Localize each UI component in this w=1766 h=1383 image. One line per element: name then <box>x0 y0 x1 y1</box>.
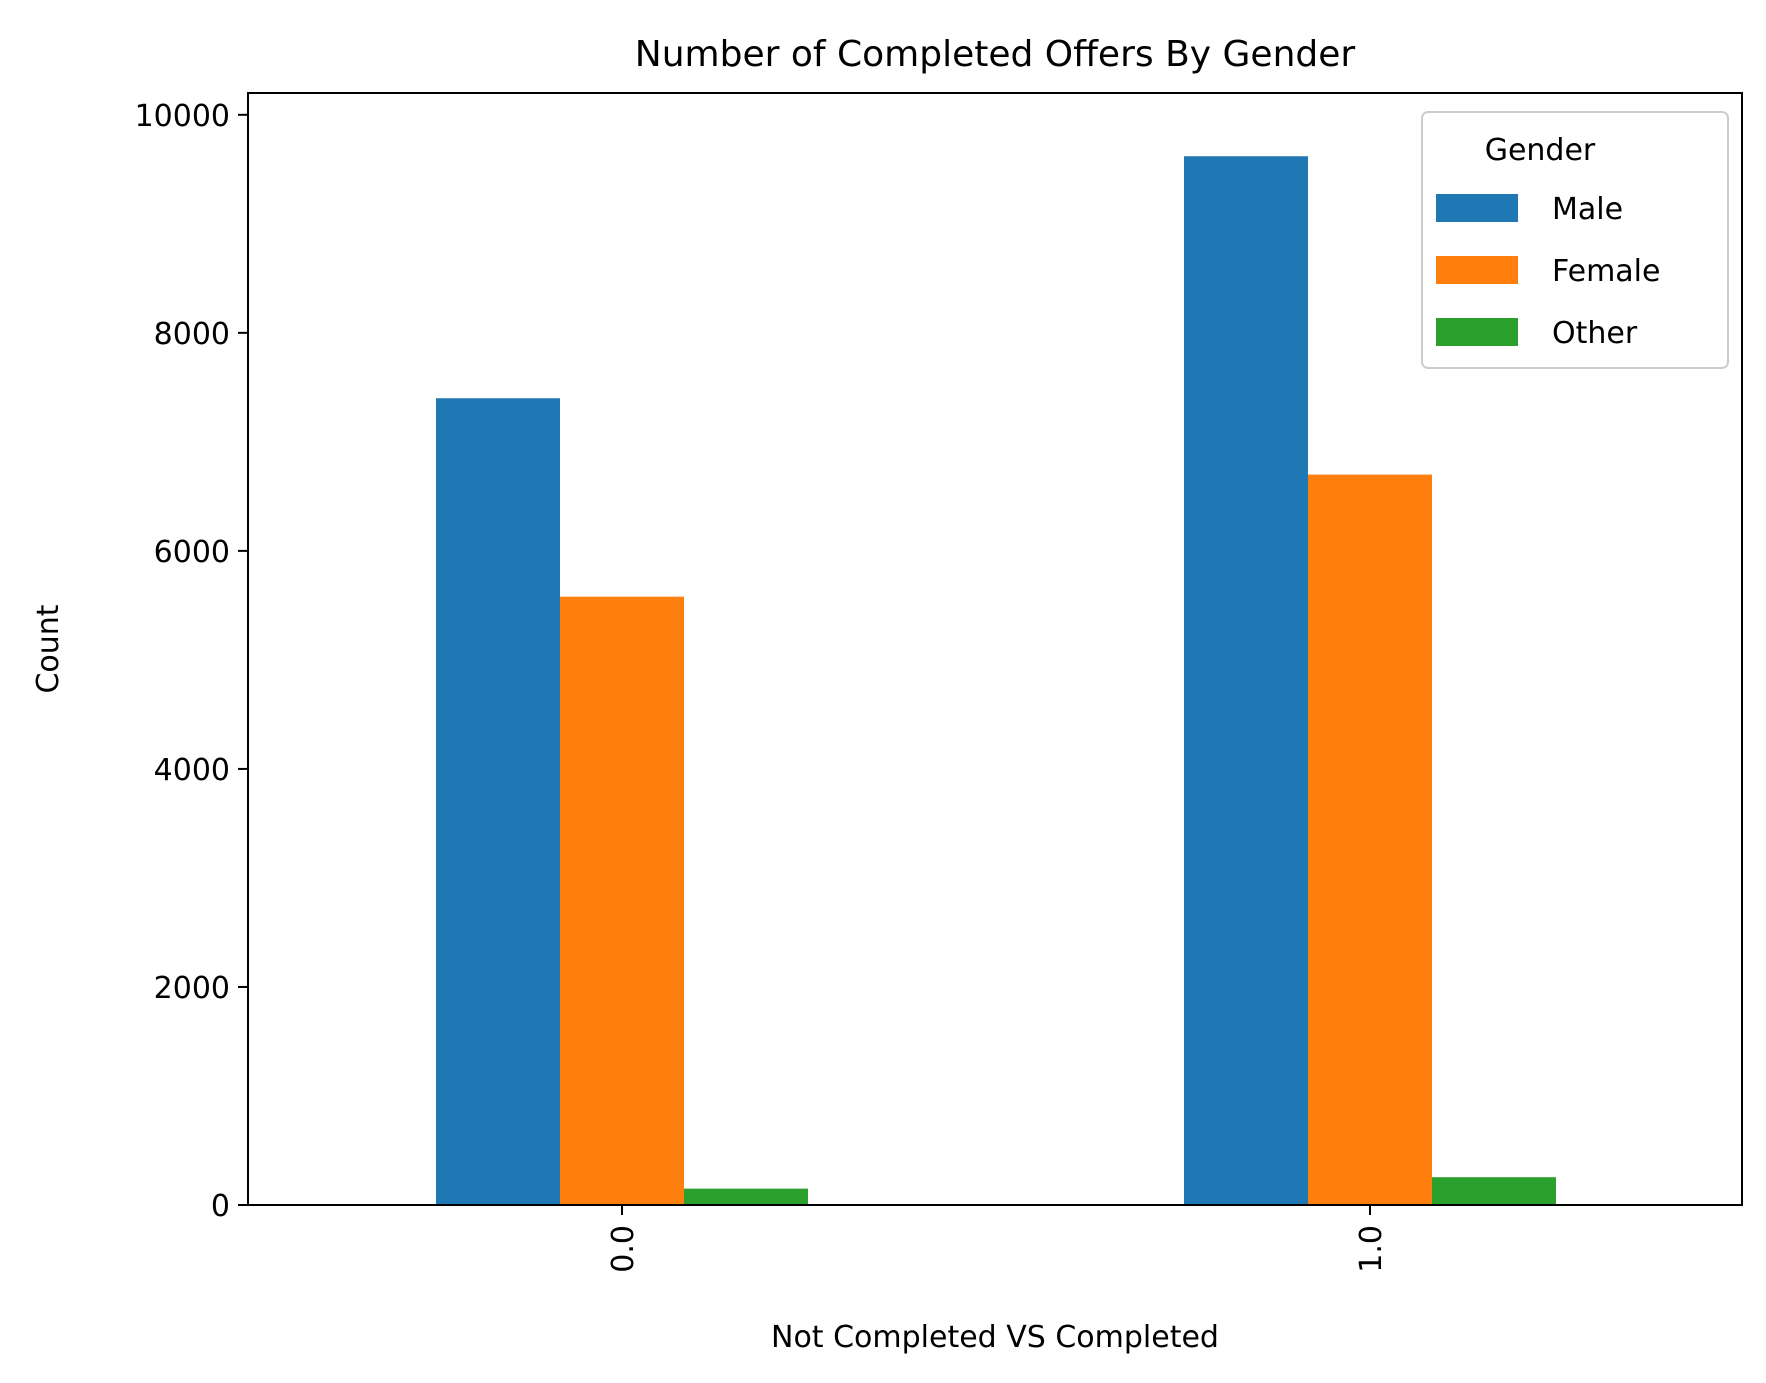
bar-male-1 <box>1184 156 1308 1206</box>
y-tick-label: 10000 <box>135 99 230 134</box>
x-tick-label: 0.0 <box>606 1225 641 1273</box>
y-tick-label: 8000 <box>154 317 230 352</box>
legend-label-other: Other <box>1552 316 1638 351</box>
x-tick-label: 1.0 <box>1354 1225 1389 1273</box>
legend-label-female: Female <box>1552 254 1660 289</box>
y-tick-label: 2000 <box>154 971 230 1006</box>
bar-male-0 <box>436 398 560 1206</box>
chart-title: Number of Completed Offers By Gender <box>635 34 1356 75</box>
bar-other-1 <box>1432 1177 1556 1205</box>
bar-female-1 <box>1308 474 1432 1206</box>
legend-swatch-other <box>1436 318 1518 346</box>
legend-swatch-male <box>1436 194 1518 222</box>
bar-other-0 <box>684 1188 808 1205</box>
plot-frame <box>247 92 1743 1206</box>
bar-female-0 <box>560 596 684 1205</box>
legend-swatch-female <box>1436 256 1518 284</box>
legend-title: Gender <box>1485 133 1596 168</box>
legend: Gender Male Female Other <box>1421 111 1729 369</box>
legend-box <box>1421 111 1729 369</box>
y-axis-ticks: 0 2000 4000 6000 8000 10000 <box>135 99 248 1224</box>
x-axis-label: Not Completed VS Completed <box>771 1320 1219 1355</box>
y-tick-label: 0 <box>211 1189 230 1224</box>
bars-group <box>436 156 1556 1206</box>
y-tick-label: 4000 <box>154 753 230 788</box>
x-axis-ticks: 0.0 1.0 <box>606 1205 1389 1273</box>
y-tick-label: 6000 <box>154 535 230 570</box>
legend-label-male: Male <box>1552 192 1623 227</box>
y-axis-label: Count <box>31 604 66 693</box>
